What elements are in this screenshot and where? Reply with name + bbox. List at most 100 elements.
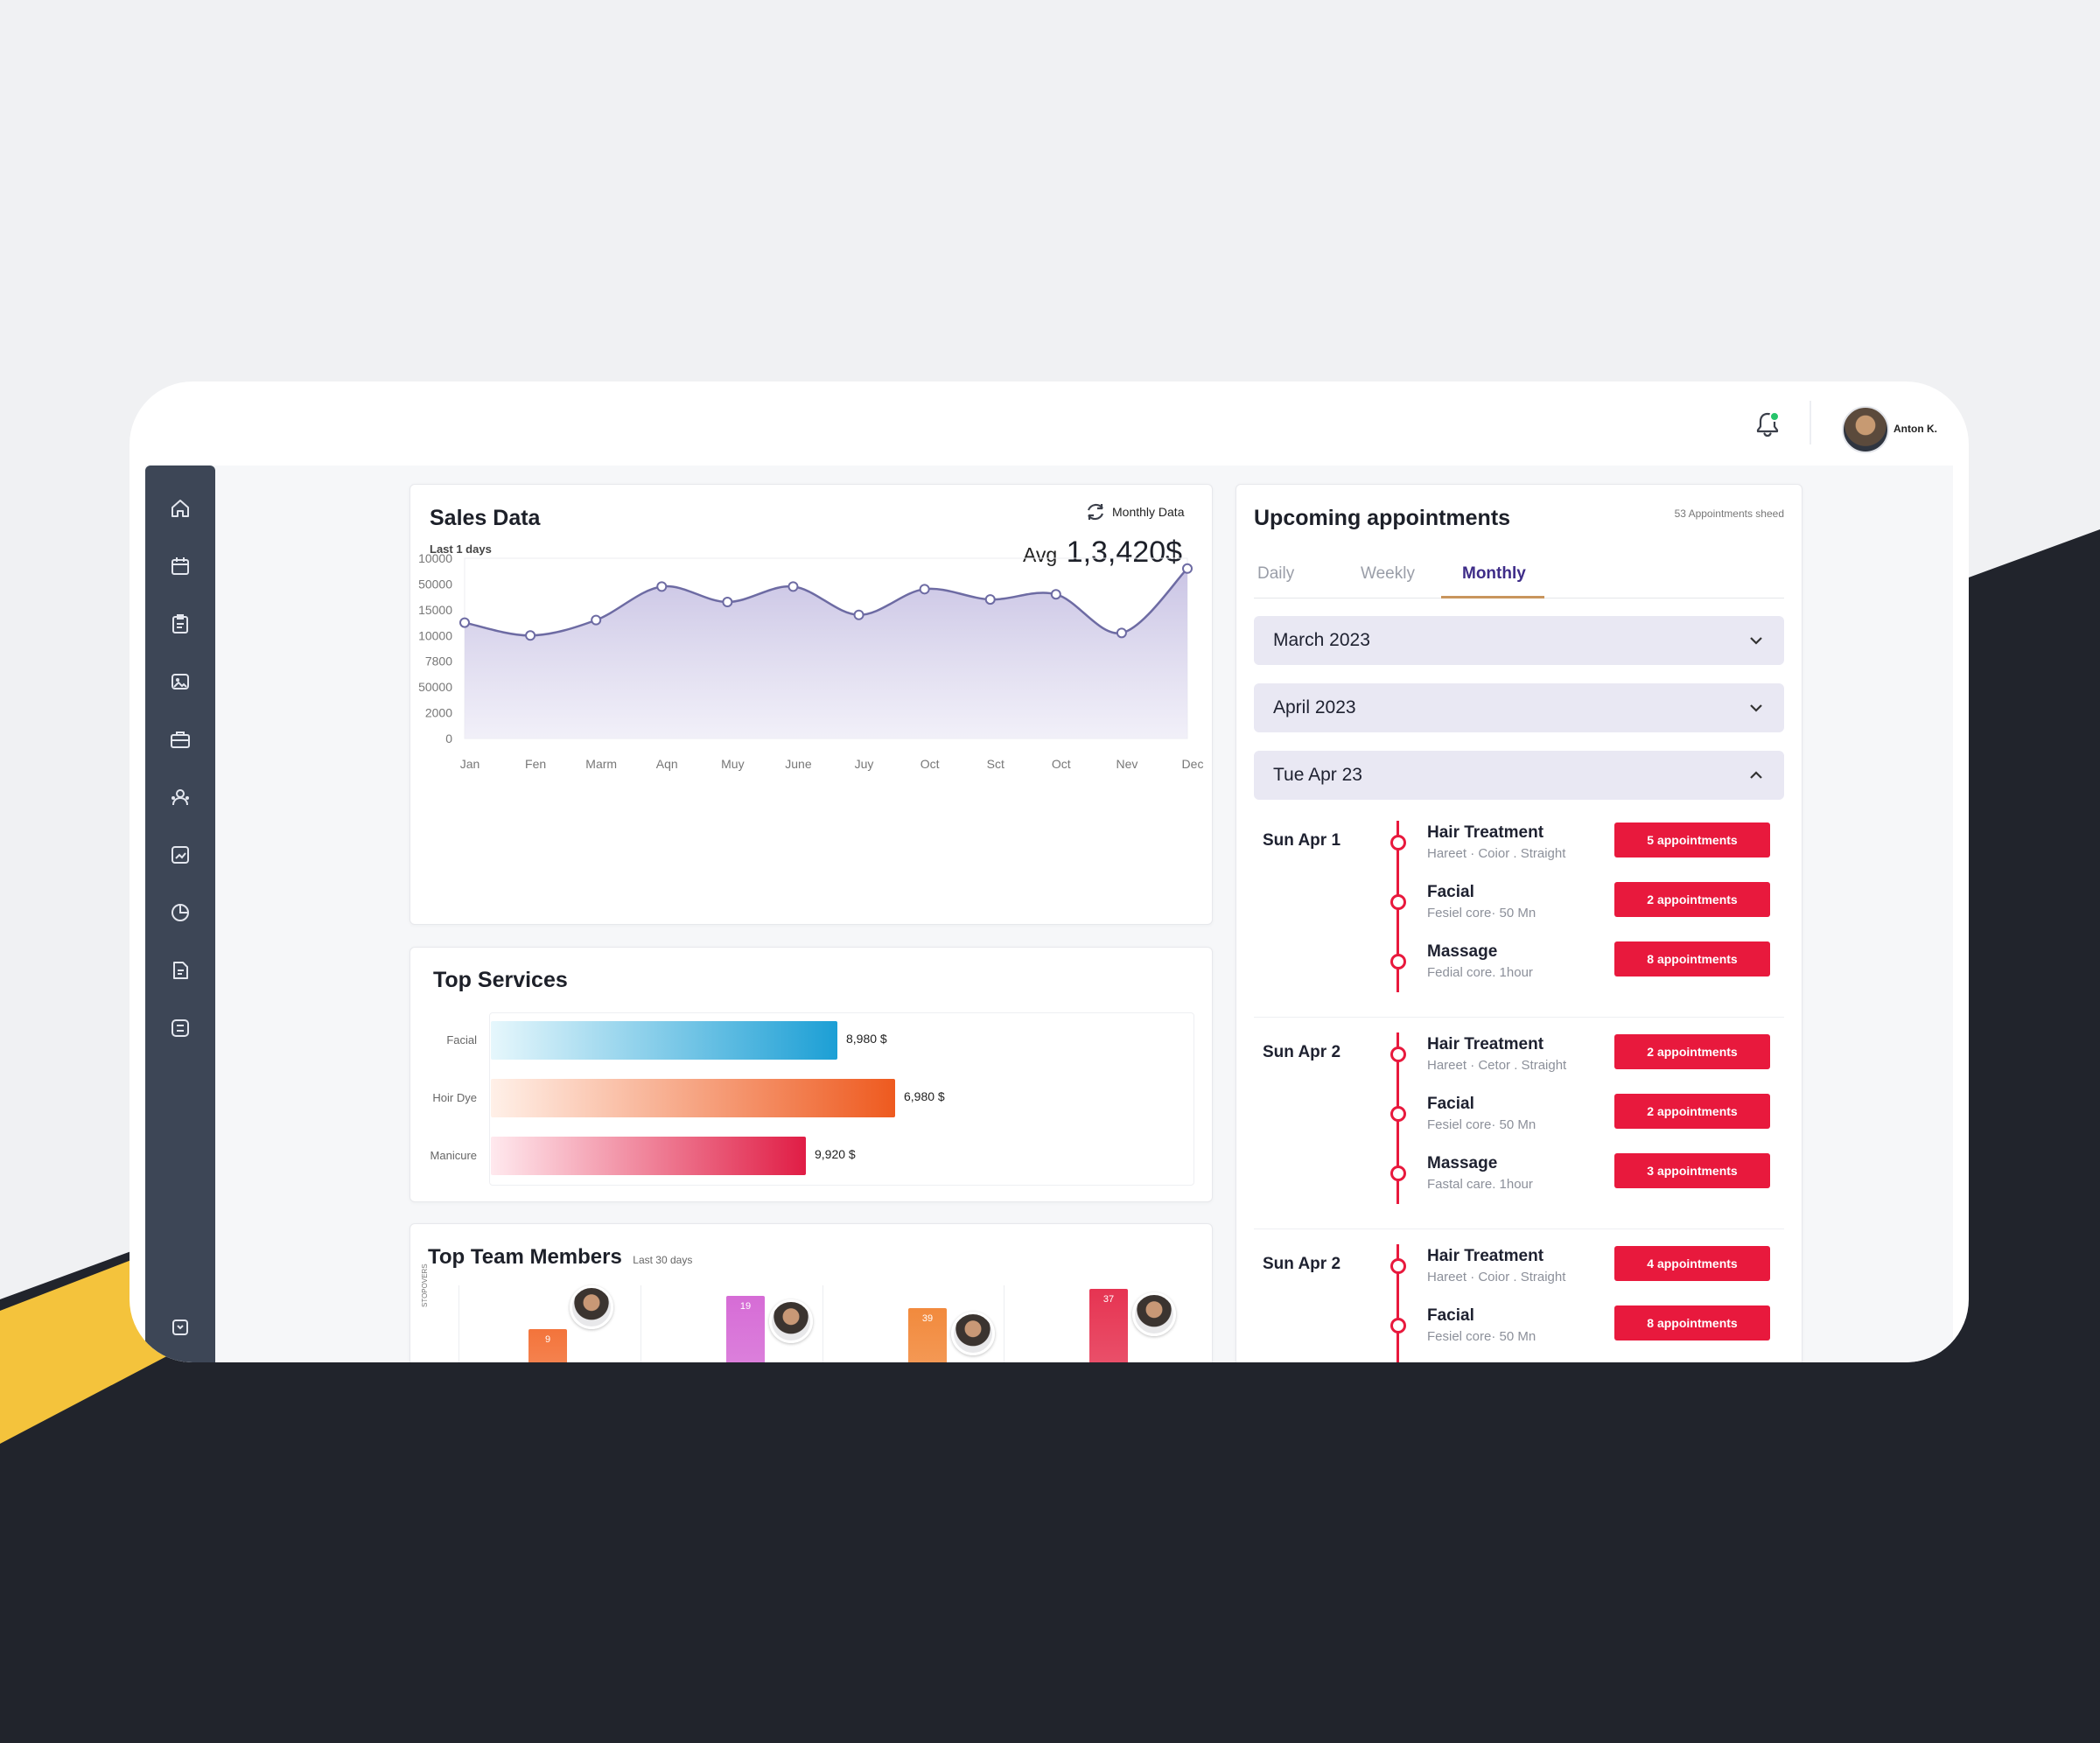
team-header: Top Team Members Last 30 days [428, 1245, 692, 1270]
y-tick-label: 15000 [418, 603, 452, 617]
x-tick-label: Sct [987, 757, 1004, 771]
team-bar-label: 9 [544, 1334, 551, 1345]
day-label: Sun Apr 1 [1263, 831, 1341, 850]
top-services-card: Top Services Facial 8,980 $ Hoir Dye 6,980 … [410, 947, 1213, 1202]
x-tick-label: Oct [920, 757, 940, 771]
timeline-dot [1390, 1258, 1406, 1274]
avatar[interactable] [570, 1285, 613, 1329]
appointments-count-button[interactable]: 8 appointments [1614, 942, 1770, 976]
timeline-dot [1390, 1046, 1406, 1062]
settings-icon[interactable] [169, 1017, 192, 1040]
avatar[interactable] [1842, 406, 1889, 453]
appointments-count-button[interactable]: 2 appointments [1614, 1034, 1770, 1069]
timeline-dot [1390, 1318, 1406, 1334]
team-subtitle: Last 30 days [633, 1254, 693, 1266]
service-label: Hoir Dye [432, 1091, 477, 1104]
team-icon[interactable] [169, 786, 192, 808]
data-point[interactable] [1116, 627, 1127, 639]
avg-prefix: Avg [1023, 543, 1058, 566]
appointment-service-detail: Fastal care. 1hour [1427, 1177, 1533, 1192]
data-point[interactable] [1050, 589, 1061, 600]
data-point[interactable] [984, 594, 996, 606]
appointments-count-button[interactable]: 5 appointments [1614, 822, 1770, 858]
day-label: Sun Apr 2 [1263, 1255, 1341, 1273]
home-icon[interactable] [169, 497, 192, 520]
area-fill [465, 568, 1187, 738]
team-bar-label: 37 [1102, 1294, 1115, 1305]
service-label: Facial [446, 1033, 477, 1046]
data-point[interactable] [1182, 563, 1193, 574]
appointments-count-button[interactable]: 2 appointments [1614, 1094, 1770, 1129]
appointments-count-button[interactable]: 8 appointments [1614, 1306, 1770, 1340]
team-title: Top Team Members [428, 1245, 622, 1269]
data-point[interactable] [919, 584, 930, 595]
sales-chart: 10000 50000 15000 10000 7800 50000 2000 0 Jan Fen… [418, 551, 1204, 771]
accordion-april[interactable]: April 2023 [1254, 683, 1784, 732]
data-point[interactable] [853, 609, 864, 620]
briefcase-icon[interactable] [169, 728, 192, 751]
team-bar[interactable]: 9 [528, 1329, 567, 1362]
appointment-service-name: Facial [1427, 1306, 1474, 1325]
appointment-service-name: Hair Treatment [1427, 1247, 1544, 1265]
grid-line [822, 1285, 823, 1362]
data-point[interactable] [722, 597, 733, 608]
x-tick-label: Muy [721, 757, 744, 771]
data-point[interactable] [459, 617, 470, 628]
y-tick-label: 0 [445, 732, 452, 746]
avatar[interactable] [951, 1312, 995, 1355]
appointments-count-button[interactable]: 3 appointments [1614, 1153, 1770, 1188]
sales-subtitle: Last 1 days [430, 542, 492, 556]
x-tick-label: Dec [1182, 757, 1204, 771]
accordion-march[interactable]: March 2023 [1254, 616, 1784, 665]
refresh-icon[interactable] [1084, 500, 1107, 523]
avatar[interactable] [769, 1299, 813, 1343]
data-point[interactable] [656, 581, 668, 592]
collapse-icon[interactable] [169, 1316, 192, 1339]
pie-chart-icon[interactable] [169, 901, 192, 924]
team-bar[interactable]: 37 [1089, 1289, 1128, 1362]
appointment-service-name: Massage [1427, 942, 1498, 961]
appointment-service-detail: Fesiel core· 50 Mn [1427, 1117, 1536, 1132]
gallery-icon[interactable] [169, 670, 192, 693]
services-plot [489, 1012, 1194, 1186]
team-axis-label: STOPOVERS [421, 1264, 429, 1307]
appointment-service-name: Hair Treatment [1427, 1035, 1544, 1054]
day-separator [1254, 1017, 1784, 1018]
timeline-line [1396, 1244, 1399, 1362]
y-tick-label: 2000 [425, 706, 452, 720]
tab-monthly[interactable]: Monthly [1462, 564, 1526, 583]
timeline-dot [1390, 954, 1406, 970]
timeline-dot [1390, 894, 1406, 910]
monthly-data-toggle[interactable]: Monthly Data [1112, 505, 1185, 519]
appointments-count-button[interactable]: 2 appointments [1614, 882, 1770, 917]
appointments-summary: 53 Appointments sheed [1674, 508, 1784, 520]
calendar-icon[interactable] [169, 555, 192, 578]
appointments-count-button[interactable]: 4 appointments [1614, 1246, 1770, 1281]
chevron-down-icon [1750, 637, 1762, 645]
chart-icon[interactable] [169, 844, 192, 866]
x-tick-label: Marm [585, 757, 617, 771]
notification-badge [1769, 411, 1780, 422]
main-content: Sales Data Last 1 days Monthly Data Avg … [145, 466, 1953, 1362]
service-bar[interactable] [491, 1021, 837, 1060]
avatar[interactable] [1132, 1292, 1176, 1336]
user-name[interactable]: Anton K. [1894, 423, 1937, 435]
report-icon[interactable] [169, 959, 192, 982]
data-point[interactable] [591, 614, 602, 626]
data-point[interactable] [525, 630, 536, 641]
tab-weekly[interactable]: Weekly [1361, 564, 1415, 583]
clipboard-icon[interactable] [169, 612, 192, 635]
accordion-open-day[interactable]: Tue Apr 23 [1254, 751, 1784, 800]
timeline-dot [1390, 1166, 1406, 1181]
data-point[interactable] [788, 581, 799, 592]
tab-daily[interactable]: Daily [1257, 564, 1295, 583]
top-services-title: Top Services [433, 968, 568, 992]
tab-active-indicator [1441, 596, 1544, 598]
service-bar[interactable] [491, 1137, 806, 1175]
team-bar[interactable]: 19 [726, 1296, 765, 1362]
team-bar[interactable]: 39 [908, 1308, 947, 1362]
team-bar-label: 19 [739, 1301, 752, 1312]
y-tick-label: 7800 [425, 654, 452, 668]
accordion-label: April 2023 [1273, 697, 1356, 718]
service-bar[interactable] [491, 1079, 895, 1117]
